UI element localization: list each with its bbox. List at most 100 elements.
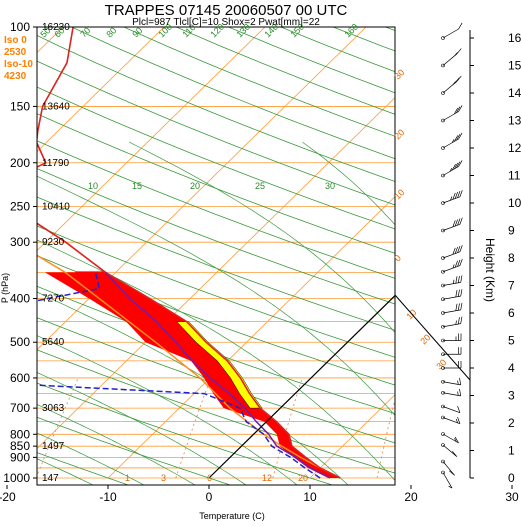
wind-barb-flag <box>461 289 462 296</box>
wind-barb-flag <box>458 317 459 324</box>
cape-cin-areas <box>45 272 340 478</box>
x-axis-label: Temperature (C) <box>199 511 265 521</box>
height-tick-label: 2 <box>508 416 515 430</box>
wind-barb <box>442 405 460 413</box>
wind-barb-flag <box>457 76 461 81</box>
height-label: 5640 <box>42 337 65 348</box>
y-tick-label: 100 <box>10 20 30 34</box>
height-label: 9230 <box>42 237 65 248</box>
dry-adiabat <box>72 27 521 488</box>
mixing-ratio-label: 6 <box>207 473 212 483</box>
wind-barb-flag <box>458 276 459 283</box>
wind-barb-flag <box>456 304 457 311</box>
y-tick-label: 150 <box>10 99 30 113</box>
wet-adiabat-label: 25 <box>255 181 265 191</box>
wind-barb <box>442 416 460 424</box>
wet-adiabat-label: 15 <box>132 181 142 191</box>
height-label: 13640 <box>42 101 70 112</box>
x-tick-label: 10 <box>303 490 317 504</box>
isotherm-label: 30 <box>434 357 448 371</box>
height-tick-label: 1 <box>508 444 515 458</box>
wind-barb-shaft <box>443 167 459 176</box>
height-label: 7270 <box>42 294 65 305</box>
isotherm-label: 20 <box>392 127 406 141</box>
wind-barb-half <box>458 392 459 396</box>
wind-barb-flag <box>461 317 462 324</box>
wind-barb <box>442 303 462 315</box>
height-label: 3063 <box>42 403 65 414</box>
plot-frame <box>37 27 395 485</box>
height-tick-label: 8 <box>508 251 515 265</box>
isotherm-label: 30 <box>392 67 406 81</box>
wind-barb <box>442 471 453 488</box>
wind-barb-flag <box>458 290 459 297</box>
isotherm-line <box>411 27 521 478</box>
iso0-label: Iso 0 <box>4 35 27 46</box>
y-axis-label: P (hPa) <box>0 273 10 303</box>
wind-barb-flag <box>456 290 457 297</box>
wet-adiabat <box>0 142 401 488</box>
wind-barb-shaft <box>443 445 457 457</box>
dry-adiabat <box>0 27 33 488</box>
height-tick-label: 14 <box>508 86 521 100</box>
y-tick-label: 600 <box>10 371 30 385</box>
isotherm-label: 0 <box>392 253 403 264</box>
wind-barb-shaft <box>443 139 459 148</box>
cape-area <box>45 272 340 478</box>
wind-barb-shaft <box>443 407 460 413</box>
wind-barb <box>442 334 462 343</box>
wind-barb-shaft <box>443 29 459 38</box>
x-tick-label: 30 <box>505 490 519 504</box>
wet-adiabat-label: 10 <box>88 181 98 191</box>
height-tick-label: 6 <box>508 306 515 320</box>
wind-barb <box>442 218 463 232</box>
wind-barb-flag <box>458 303 459 310</box>
y-tick-label: 400 <box>10 292 30 306</box>
height-tick-label: 0 <box>508 471 515 485</box>
height-tick-label: 10 <box>508 196 521 210</box>
wind-barb <box>442 190 463 204</box>
mixing-ratio-label: 20 <box>298 473 308 483</box>
wind-barb-flag <box>455 78 459 83</box>
height-tick-label: 12 <box>508 141 521 155</box>
wind-barb <box>442 23 463 40</box>
wind-barb-flag <box>459 23 463 29</box>
wind-barb <box>442 133 463 150</box>
wind-barb <box>442 76 462 94</box>
dry-adiabat <box>176 27 521 488</box>
iso0-value: 2530 <box>4 47 27 58</box>
freezing-line <box>209 261 430 478</box>
wind-barb-shaft <box>443 81 457 93</box>
wind-barb-shaft <box>443 282 461 285</box>
chart-subtitle: Plcl=987 Tlcl[C]=10 Shox=2 Pwat[mm]=22 <box>132 17 320 28</box>
height-tick-label: 11 <box>508 169 521 183</box>
wind-barb <box>442 245 463 259</box>
wind-barb-half <box>458 381 459 385</box>
wind-barb-flag <box>461 303 462 310</box>
wind-barb-shaft <box>443 324 461 327</box>
height-tick-label: 5 <box>508 334 515 348</box>
wind-barb <box>442 378 461 385</box>
iso-10-label: Iso-10 <box>4 59 33 70</box>
wind-profile <box>442 23 463 488</box>
height-tick-label: 13 <box>508 114 521 128</box>
y-tick-label: 1000 <box>3 471 30 485</box>
dry-adiabat <box>386 27 521 488</box>
mixing-ratio-label: 3 <box>161 473 166 483</box>
height-label: 10410 <box>42 201 70 212</box>
wind-barb <box>442 317 462 329</box>
wet-adiabat-label: 30 <box>325 181 335 191</box>
mixing-ratio-label: 12 <box>262 473 272 483</box>
wind-barb-shaft <box>443 462 455 476</box>
isotherm-line <box>0 27 265 478</box>
x-tick-label: -10 <box>99 490 117 504</box>
wind-barb-flag <box>449 471 454 475</box>
height-tick-label: 9 <box>508 224 515 238</box>
height-label: 147 <box>42 473 59 484</box>
wind-barb-shaft <box>443 266 460 272</box>
y-tick-label: 700 <box>10 401 30 415</box>
height-tick-label: 15 <box>508 59 521 73</box>
mixing-ratio-line <box>377 378 400 478</box>
